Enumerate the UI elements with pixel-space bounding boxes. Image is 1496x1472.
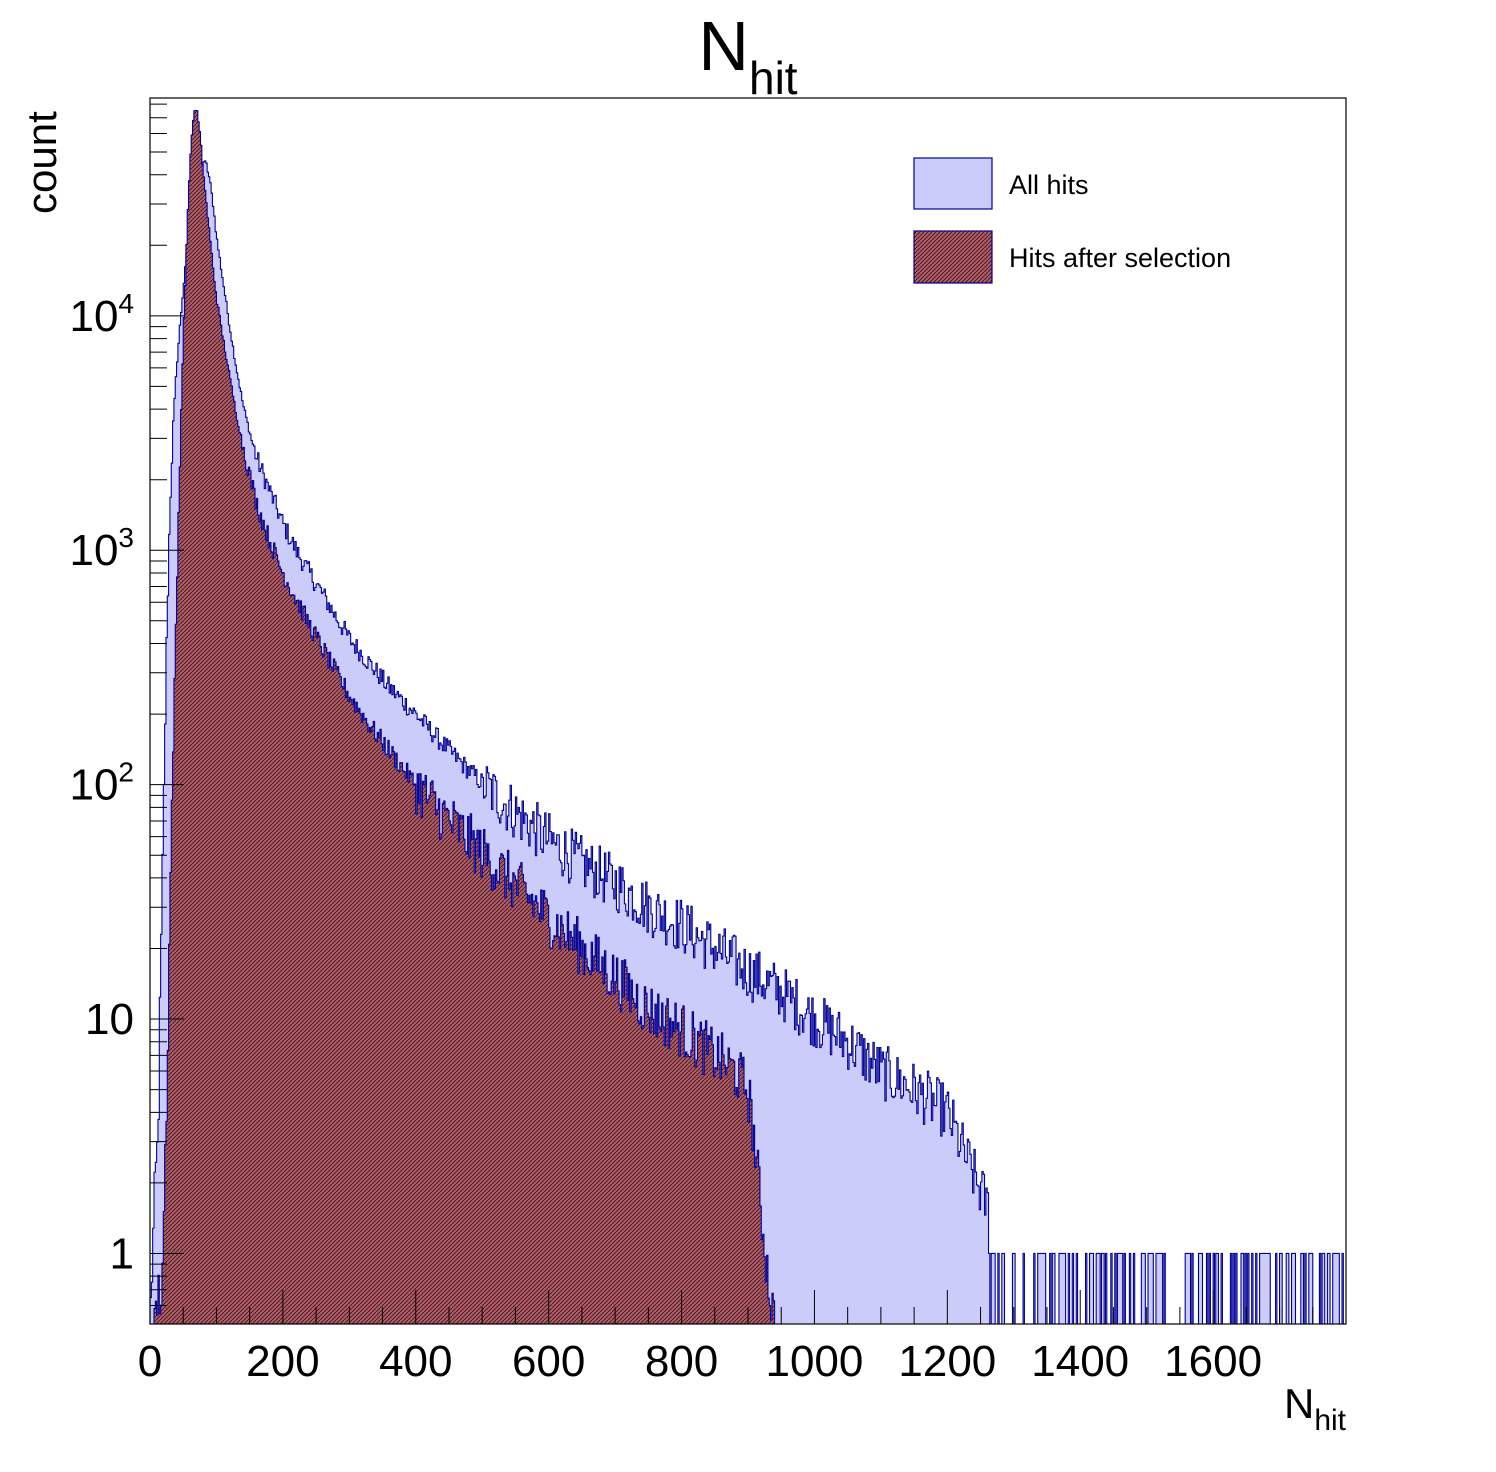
series-layer	[149, 109, 1346, 1325]
legend-label-all-hits: All hits	[1009, 170, 1089, 200]
y-tick-label: 10	[85, 995, 134, 1044]
x-tick-label: 0	[138, 1337, 162, 1386]
x-tick-label: 600	[512, 1337, 585, 1386]
chart-title: Nhit	[698, 7, 797, 104]
chart-title-sub: hit	[749, 52, 798, 104]
x-tick-label: 1400	[1031, 1337, 1129, 1386]
x-axis-label: Nhit	[1284, 1380, 1347, 1437]
y-tick-label: 102	[69, 757, 134, 810]
x-tick-label: 200	[246, 1337, 319, 1386]
y-axis-label: count	[18, 111, 65, 214]
x-tick-label: 400	[379, 1337, 452, 1386]
legend-swatch-all-hits	[913, 157, 993, 210]
plot-frame	[149, 97, 1347, 1325]
x-tick-label: 800	[645, 1337, 718, 1386]
y-tick-label: 1	[110, 1229, 134, 1278]
x-axis-label-sub: hit	[1314, 1404, 1346, 1437]
chart-title-main: N	[698, 7, 749, 85]
legend-label-selected-hits: Hits after selection	[1009, 243, 1231, 273]
x-axis-label-main: N	[1284, 1380, 1314, 1427]
y-tick-label: 103	[69, 522, 134, 575]
legend: All hits Hits after selection	[913, 157, 1231, 284]
x-tick-label: 1200	[898, 1337, 996, 1386]
histogram-series-hits-after-selection	[150, 109, 776, 1325]
axes: 0 200 400 600 800 1000 1200 1400 1600 1 10 102 103 10…	[69, 103, 1314, 1386]
legend-swatch-selected-hits	[913, 230, 993, 284]
x-tick-label: 1000	[765, 1337, 863, 1386]
y-tick-label: 104	[69, 288, 134, 341]
x-tick-label: 1600	[1164, 1337, 1262, 1386]
